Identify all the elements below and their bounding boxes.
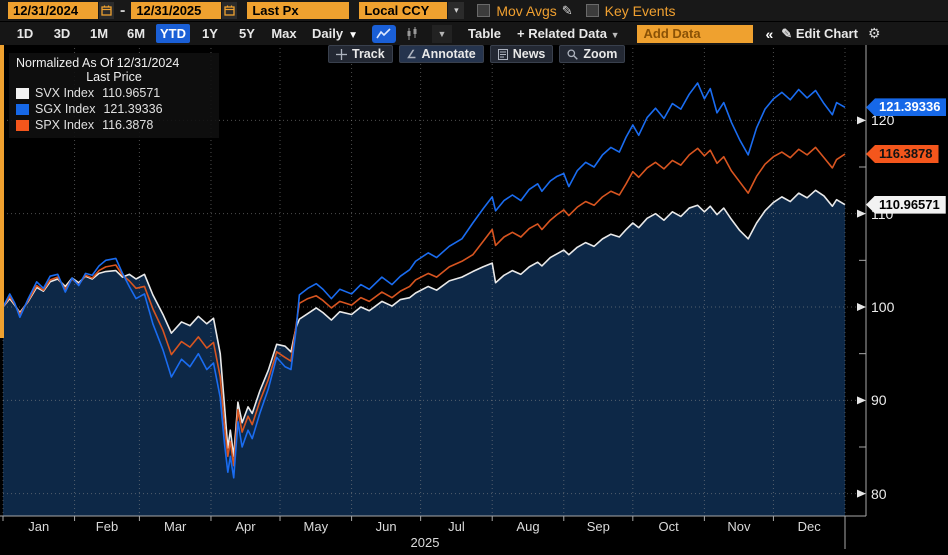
- related-data-label: + Related Data: [516, 26, 607, 41]
- add-data-input[interactable]: [637, 24, 754, 43]
- track-button[interactable]: Track: [328, 45, 393, 63]
- series-line-sgx: [2, 82, 846, 479]
- calendar-icon: [101, 5, 112, 16]
- sgx-label: SGX Index: [35, 102, 96, 116]
- spx-value: 116.3878: [102, 118, 154, 132]
- zoom-label: Zoom: [583, 47, 618, 61]
- svx-swatch: [16, 87, 29, 99]
- key-events-checkbox[interactable]: [585, 4, 599, 17]
- related-data-button[interactable]: + Related Data ▼: [517, 26, 620, 41]
- svx-area-fill: [3, 190, 845, 517]
- toolbar-dates: 12/31/2024 - 12/31/2025 Last Px Local CC…: [0, 0, 948, 21]
- currency-dropdown-arrow[interactable]: ▾: [448, 2, 465, 19]
- range-5y[interactable]: 5Y: [239, 26, 255, 41]
- chart-legend: Normalized As Of 12/31/2024 Last Price S…: [9, 53, 219, 138]
- key-events-label: Key Events: [604, 2, 676, 19]
- svx-label: SVX Index: [35, 86, 95, 100]
- range-ytd-selected[interactable]: YTD: [156, 24, 190, 43]
- x-axis-year-label: 2025: [410, 535, 440, 550]
- y-tick-arrow: [857, 396, 866, 405]
- news-icon: [497, 48, 508, 60]
- date-to-field[interactable]: 12/31/2025: [131, 2, 222, 19]
- legend-item-spx[interactable]: SPX Index 116.3878: [16, 117, 212, 133]
- zoom-button[interactable]: Zoom: [559, 45, 626, 63]
- collapse-panel-button[interactable]: «: [765, 25, 774, 42]
- line-chart-icon: [376, 27, 391, 38]
- mov-avgs-label: Mov Avgs: [496, 2, 557, 19]
- y-tick-arrow: [857, 116, 866, 125]
- legend-title: Normalized As Of 12/31/2024: [16, 56, 180, 70]
- news-button[interactable]: News: [489, 45, 554, 63]
- sgx-value: 121.39336: [103, 102, 163, 116]
- range-3d[interactable]: 3D: [53, 26, 71, 41]
- period-label: Daily: [312, 26, 344, 41]
- chevron-down-icon: ▼: [348, 30, 358, 41]
- series-line-spx: [2, 146, 846, 467]
- range-1d[interactable]: 1D: [16, 26, 34, 41]
- legend-item-svx[interactable]: SVX Index 110.96571: [16, 85, 212, 101]
- y-tick-arrow: [857, 209, 866, 218]
- range-1m[interactable]: 1M: [89, 26, 109, 41]
- track-label: Track: [352, 47, 385, 61]
- pencil-icon: ✎: [781, 25, 793, 41]
- series-line-svx: [2, 189, 846, 458]
- calendar-from-button[interactable]: [99, 2, 114, 19]
- sgx-swatch: [16, 103, 29, 115]
- y-tick-arrow: [857, 489, 866, 498]
- chevron-down-icon: ▼: [610, 30, 620, 40]
- date-from-field[interactable]: 12/31/2024: [8, 2, 98, 19]
- candle-chart-type-button[interactable]: [400, 25, 424, 43]
- calendar-to-button[interactable]: [222, 2, 238, 19]
- annotate-button[interactable]: ∠ Annotate: [398, 45, 484, 63]
- news-label: News: [512, 47, 546, 61]
- toolbar-ranges: 1D 3D 1M 6M YTD 1Y 5Y Max Daily ▼ ▼ Table…: [0, 21, 948, 45]
- calendar-icon: [224, 5, 235, 16]
- settings-gear-icon[interactable]: ⚙: [867, 25, 881, 41]
- spx-label: SPX Index: [35, 118, 95, 132]
- left-accent-bar: [0, 8, 4, 338]
- y-tick-arrow: [857, 303, 866, 311]
- legend-subtitle: Last Price: [86, 70, 142, 84]
- annotate-angle-icon: ∠: [406, 48, 417, 61]
- mov-avgs-checkbox[interactable]: [477, 4, 491, 17]
- svx-value: 110.96571: [102, 86, 161, 100]
- annotate-label: Annotate: [421, 47, 476, 61]
- legend-item-sgx[interactable]: SGX Index 121.39336: [16, 101, 212, 117]
- edit-chart-button[interactable]: ✎ Edit Chart: [781, 26, 858, 42]
- chart-type-dropdown[interactable]: ▼: [431, 24, 452, 43]
- range-max[interactable]: Max: [271, 26, 297, 41]
- currency-select[interactable]: Local CCY: [359, 2, 448, 19]
- table-button[interactable]: Table: [467, 26, 501, 41]
- date-range-separator: -: [120, 1, 126, 19]
- line-chart-type-button[interactable]: [371, 24, 396, 43]
- candle-chart-icon: [407, 26, 417, 40]
- crosshair-icon: [336, 48, 347, 60]
- mov-avgs-edit-icon[interactable]: ✎: [561, 2, 573, 18]
- magnifier-icon: [567, 48, 579, 60]
- edit-chart-label: Edit Chart: [795, 25, 858, 41]
- period-select[interactable]: Daily ▼: [312, 24, 358, 43]
- chart-tools: Track ∠ Annotate News Zoom: [328, 45, 626, 63]
- range-1y[interactable]: 1Y: [202, 26, 218, 41]
- price-field-select[interactable]: Last Px: [247, 2, 350, 19]
- spx-swatch: [16, 119, 29, 131]
- range-6m[interactable]: 6M: [126, 26, 146, 41]
